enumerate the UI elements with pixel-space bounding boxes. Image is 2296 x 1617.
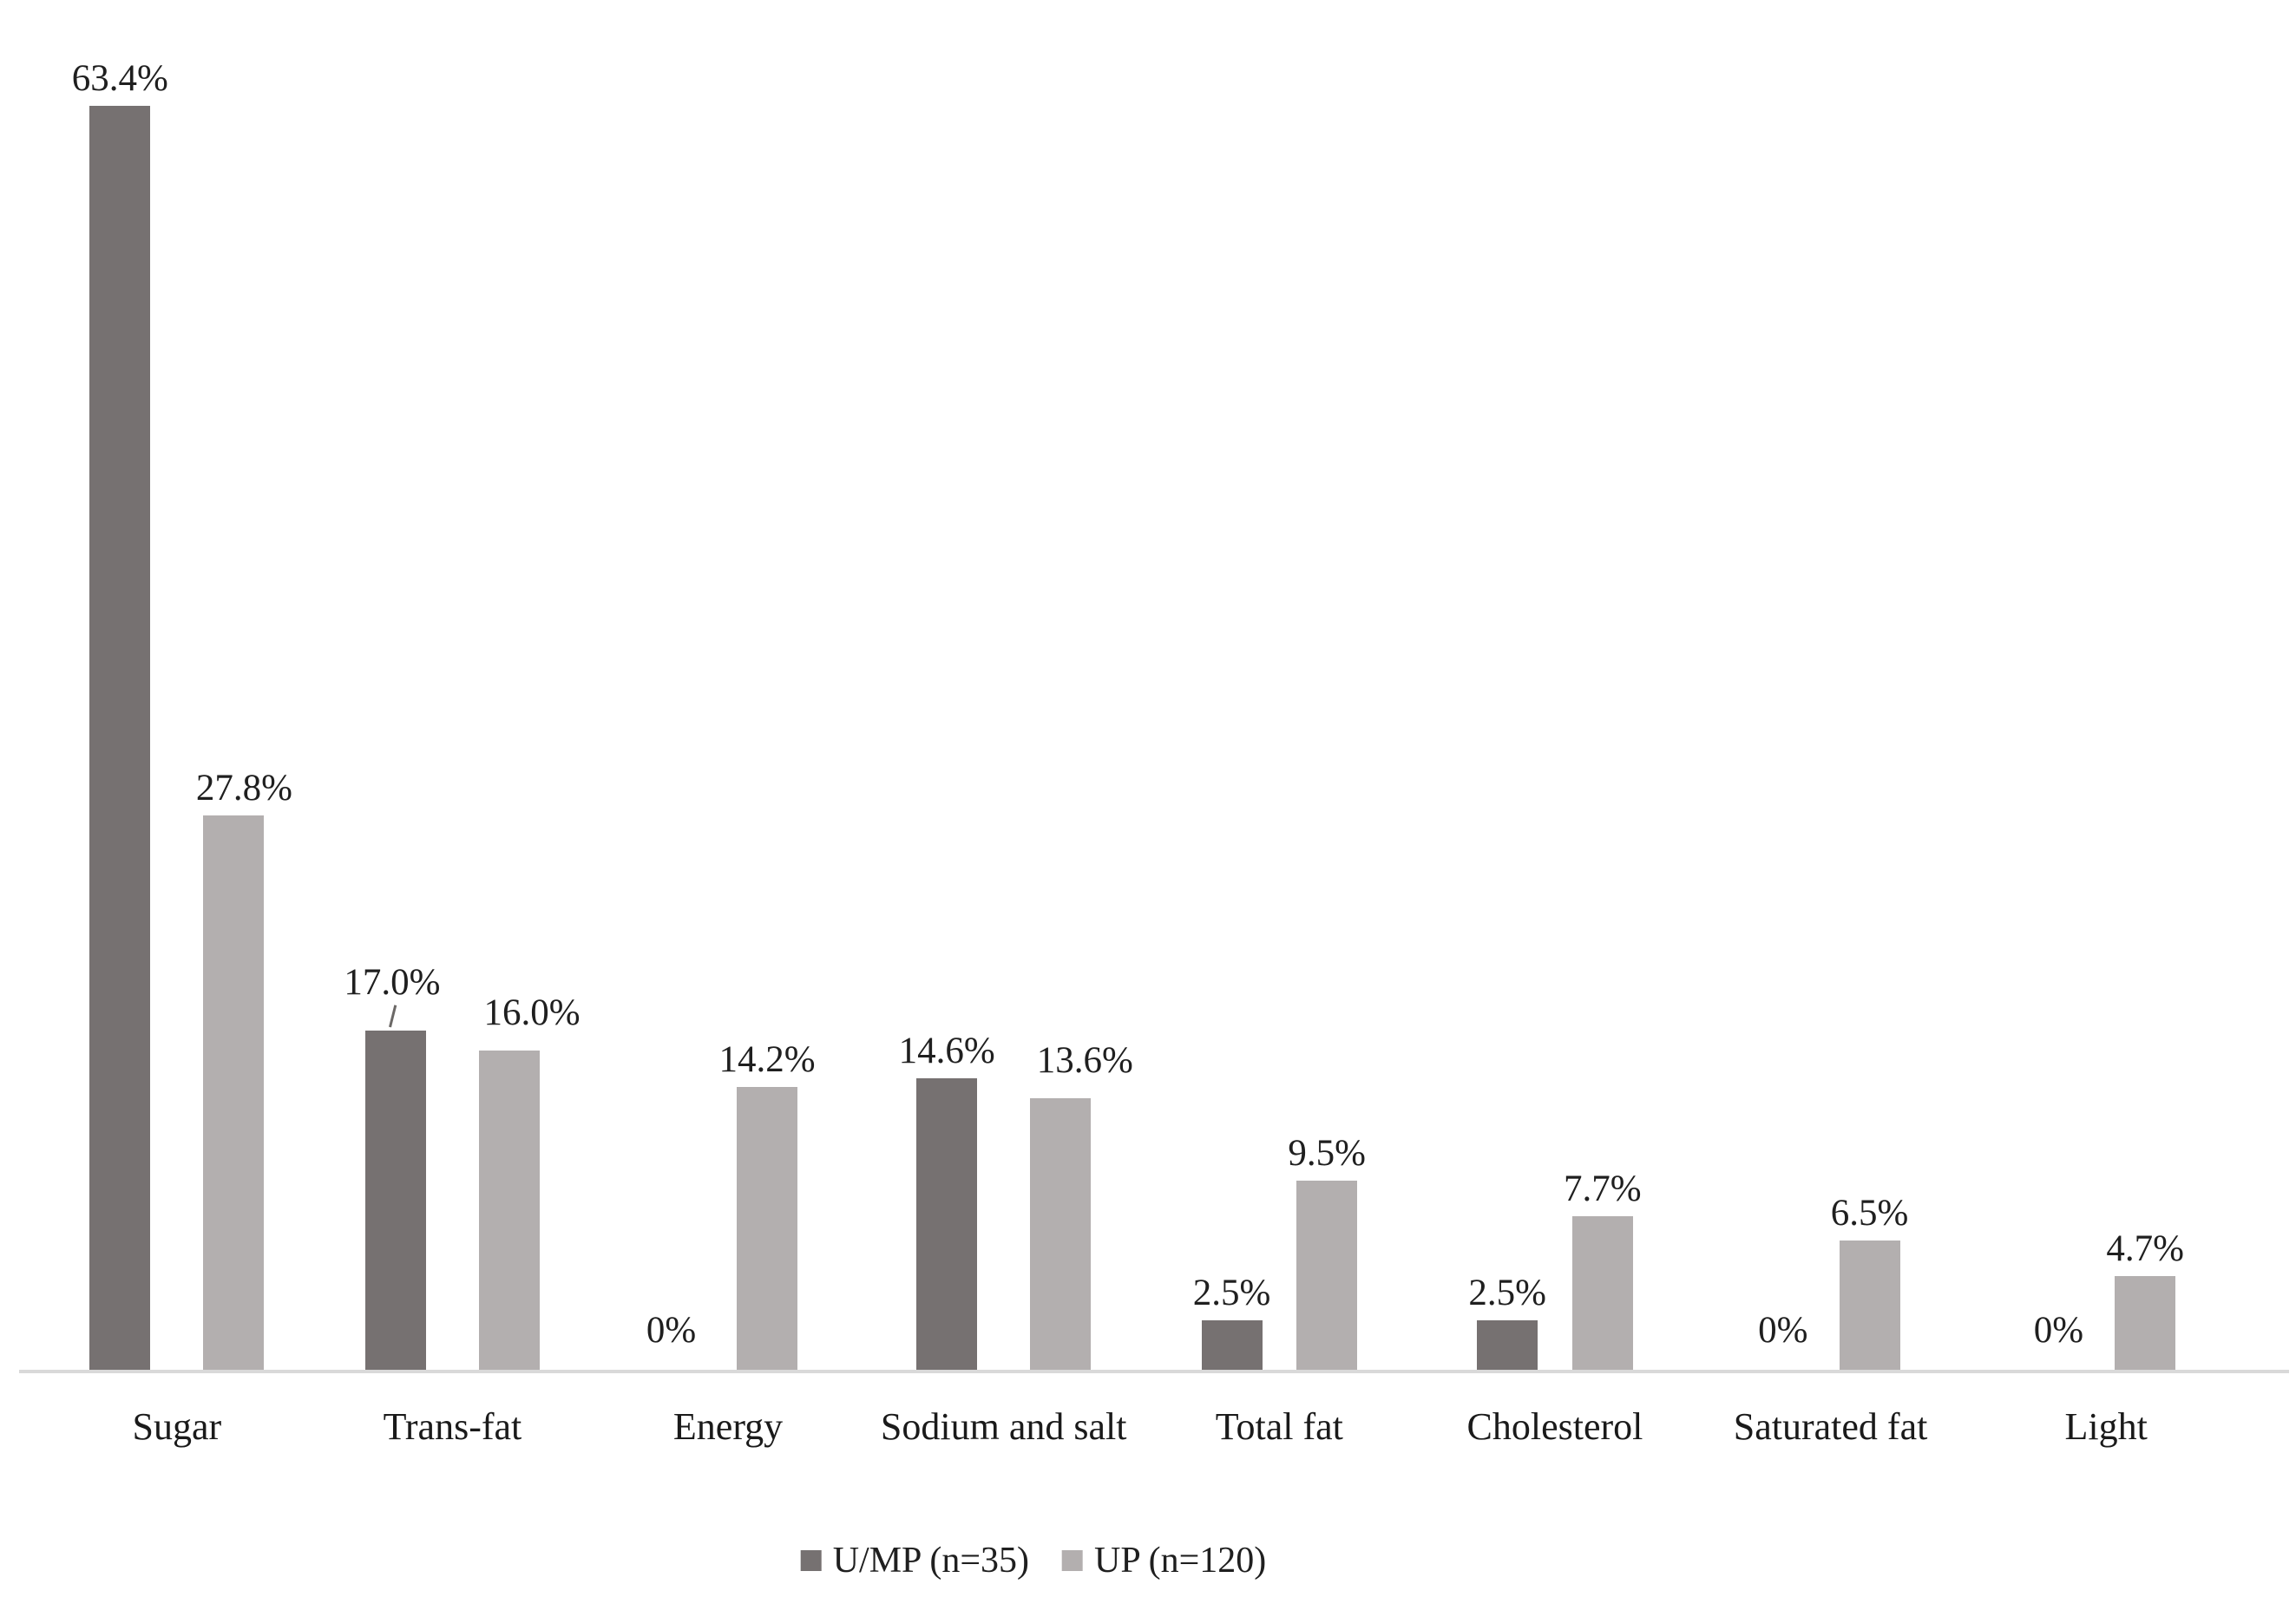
label-leader-line <box>388 1005 397 1028</box>
value-label-total-fat-u-mp: 2.5% <box>1192 1273 1271 1313</box>
bar-slot-energy-up: 14.2% <box>719 1041 816 1370</box>
category-label-text: Cholesterol <box>1466 1405 1643 1448</box>
legend-label-up: UP (n=120) <box>1094 1541 1267 1581</box>
value-label-sodium-and-salt-up: 13.6% <box>1036 1040 1133 1081</box>
bar-slot-trans-fat-up: 16.0% <box>461 994 581 1370</box>
bar-light-up <box>2115 1276 2176 1370</box>
legend: U/MP (n=35) UP (n=120) <box>800 1541 1266 1581</box>
category-group-energy: 0% 14.2% <box>590 0 866 1370</box>
category-axis-labels: Sugar Trans-fat Energy Sodium and salt Total… <box>39 1403 2244 1451</box>
bar-saturated-fat-up <box>1839 1241 1900 1370</box>
legend-label-ump: U/MP (n=35) <box>832 1541 1030 1581</box>
value-label-light-u-mp: 0% <box>2033 1310 2084 1351</box>
value-label-trans-fat-u-mp: 17.0% <box>344 962 441 1003</box>
category-label-text: Trans-fat <box>383 1405 522 1448</box>
value-label-trans-fat-up: 16.0% <box>483 992 581 1033</box>
value-label-sodium-and-salt-u-mp: 14.6% <box>898 1031 995 1071</box>
value-label-energy-u-mp: 0% <box>646 1310 697 1351</box>
bar-slot-cholesterol-u-mp: 2.5% <box>1468 1274 1546 1370</box>
category-label-total-fat: Total fat <box>1142 1403 1418 1451</box>
bar-total-fat-u-mp <box>1201 1320 1263 1370</box>
bar-sodium-and-salt-u-mp <box>916 1078 978 1370</box>
bar-trans-fat-u-mp <box>364 1031 426 1370</box>
legend-item-up: UP (n=120) <box>1062 1542 1266 1579</box>
bar-slot-saturated-fat-u-mp: 0% <box>1753 1312 1814 1370</box>
value-label-total-fat-up: 9.5% <box>1288 1133 1366 1174</box>
legend-swatch-up-icon <box>1062 1550 1084 1571</box>
bar-slot-light-up: 4.7% <box>2106 1230 2184 1370</box>
bar-cholesterol-u-mp <box>1477 1320 1538 1370</box>
bar-total-fat-up <box>1296 1181 1358 1370</box>
bar-slot-sugar-u-mp: 63.4% <box>72 60 168 1370</box>
value-label-saturated-fat-up: 6.5% <box>1830 1193 1909 1234</box>
bar-slot-energy-u-mp: 0% <box>641 1312 702 1370</box>
category-group-total-fat: 2.5% 9.5% <box>1142 0 1418 1370</box>
bar-sugar-up <box>203 815 265 1370</box>
category-group-light: 0% 4.7% <box>1968 0 2244 1370</box>
category-label-text: Light <box>2064 1405 2148 1448</box>
category-label-text: Total fat <box>1215 1405 1343 1448</box>
bar-slot-total-fat-up: 9.5% <box>1288 1135 1366 1370</box>
bar-energy-up <box>737 1087 798 1370</box>
category-label-text: Saturated fat <box>1733 1405 1928 1448</box>
value-label-sugar-up: 27.8% <box>195 768 292 808</box>
bar-slot-light-u-mp: 0% <box>2028 1312 2089 1370</box>
category-label-sugar: Sugar <box>39 1403 315 1451</box>
category-group-saturated-fat: 0% 6.5% <box>1693 0 1969 1370</box>
bar-sodium-and-salt-up <box>1030 1098 1092 1370</box>
bar-slot-sodium-and-salt-u-mp: 14.6% <box>899 1032 995 1370</box>
plot-area: 63.4% 27.8% 17.0% 16.0% 0% 14.2% 14.6% 13.6% 2.5… <box>39 0 2244 1370</box>
category-label-sodium-and-salt: Sodium and salt <box>866 1403 1142 1451</box>
value-label-cholesterol-up: 7.7% <box>1563 1169 1642 1209</box>
category-label-light: Light <box>1968 1403 2244 1451</box>
bar-trans-fat-up <box>478 1051 540 1370</box>
bar-slot-cholesterol-up: 7.7% <box>1564 1170 1642 1370</box>
bar-cholesterol-up <box>1571 1216 1633 1370</box>
category-group-cholesterol: 2.5% 7.7% <box>1417 0 1693 1370</box>
value-label-light-up: 4.7% <box>2106 1228 2184 1269</box>
category-group-sodium-and-salt: 14.6% 13.6% <box>866 0 1142 1370</box>
bar-slot-sodium-and-salt-up: 13.6% <box>1013 1042 1133 1370</box>
bar-slot-saturated-fat-up: 6.5% <box>1830 1193 1909 1370</box>
category-group-trans-fat: 17.0% 16.0% <box>315 0 591 1370</box>
category-label-trans-fat: Trans-fat <box>315 1403 591 1451</box>
x-axis-line <box>19 1370 2289 1373</box>
bar-slot-trans-fat-u-mp: 17.0% <box>344 964 443 1370</box>
category-label-text: Sugar <box>132 1405 222 1448</box>
bar-slot-sugar-up: 27.8% <box>186 769 292 1370</box>
category-label-text: Sodium and salt <box>880 1405 1127 1448</box>
category-group-sugar: 63.4% 27.8% <box>39 0 315 1370</box>
bar-sugar-u-mp <box>89 106 151 1370</box>
category-label-cholesterol: Cholesterol <box>1417 1403 1693 1451</box>
category-label-text: Energy <box>672 1405 784 1448</box>
bar-slot-total-fat-u-mp: 2.5% <box>1192 1273 1271 1370</box>
value-label-cholesterol-u-mp: 2.5% <box>1468 1273 1546 1313</box>
legend-item-ump: U/MP (n=35) <box>800 1541 1030 1581</box>
category-label-saturated-fat: Saturated fat <box>1693 1403 1969 1451</box>
value-label-saturated-fat-u-mp: 0% <box>1758 1310 1808 1351</box>
value-label-energy-up: 14.2% <box>718 1039 816 1080</box>
category-label-energy: Energy <box>590 1403 866 1451</box>
value-label-sugar-u-mp: 63.4% <box>71 58 168 99</box>
legend-swatch-ump-icon <box>800 1550 822 1571</box>
